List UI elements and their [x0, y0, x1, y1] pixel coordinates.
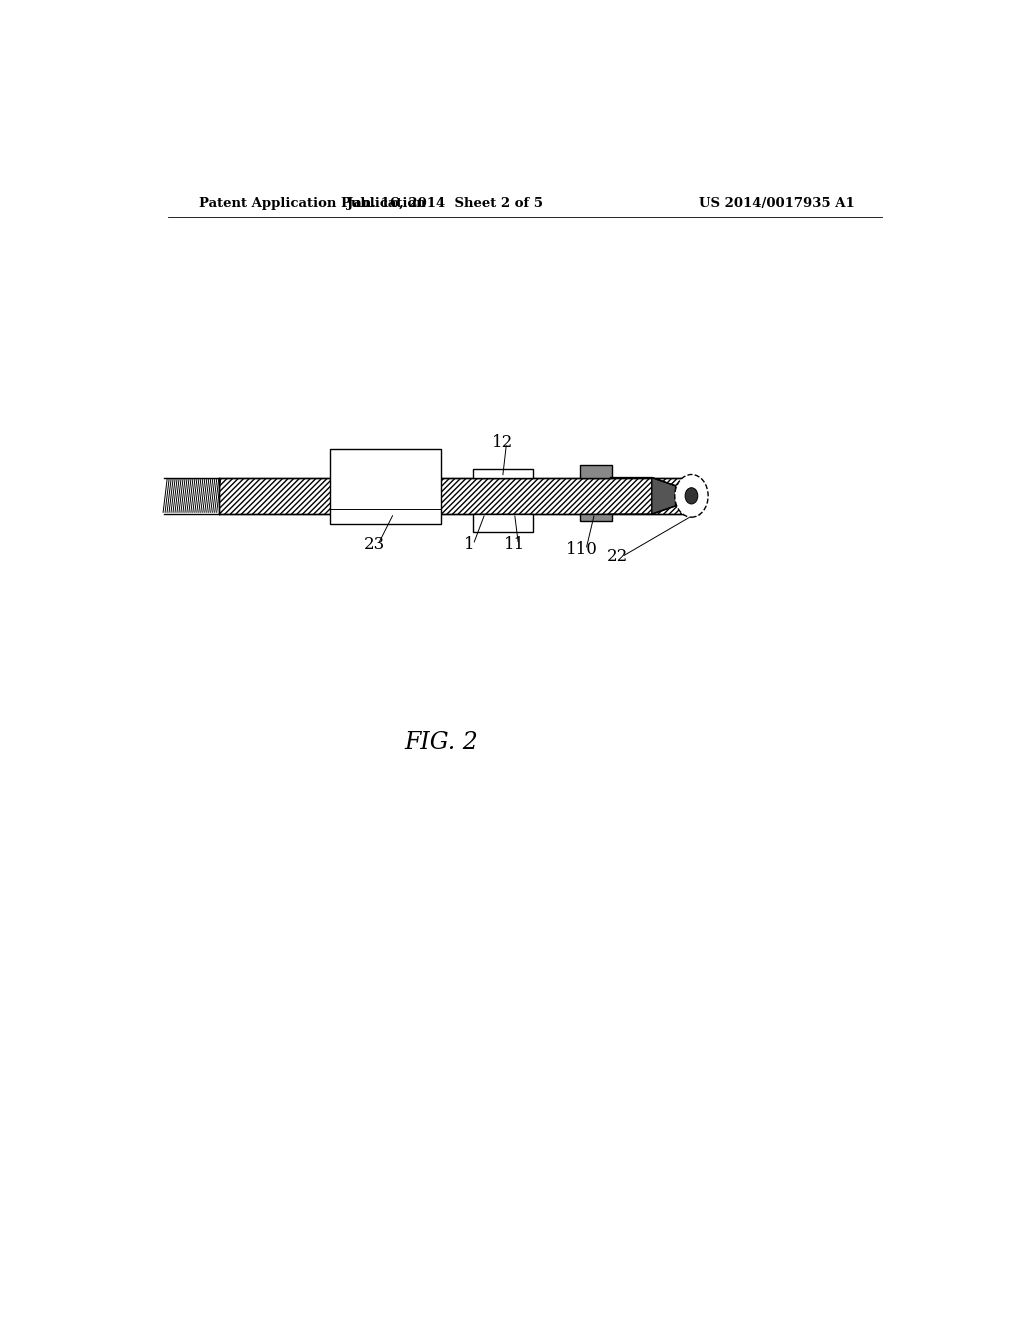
- Text: FIG. 2: FIG. 2: [404, 731, 478, 754]
- Text: 11: 11: [504, 536, 525, 553]
- Polygon shape: [652, 478, 676, 515]
- Circle shape: [675, 474, 709, 517]
- Text: 23: 23: [364, 536, 385, 553]
- Text: 1: 1: [464, 536, 474, 553]
- Bar: [473, 515, 532, 532]
- Text: 12: 12: [492, 434, 513, 451]
- Bar: [331, 449, 441, 524]
- Bar: [219, 478, 699, 515]
- Text: 110: 110: [566, 541, 598, 558]
- Text: US 2014/0017935 A1: US 2014/0017935 A1: [699, 197, 855, 210]
- Bar: [581, 466, 612, 478]
- Text: Patent Application Publication: Patent Application Publication: [200, 197, 426, 210]
- Bar: [581, 515, 612, 521]
- Bar: [473, 470, 532, 478]
- Text: Jan. 16, 2014  Sheet 2 of 5: Jan. 16, 2014 Sheet 2 of 5: [347, 197, 544, 210]
- Text: 22: 22: [607, 548, 629, 565]
- Circle shape: [685, 487, 697, 504]
